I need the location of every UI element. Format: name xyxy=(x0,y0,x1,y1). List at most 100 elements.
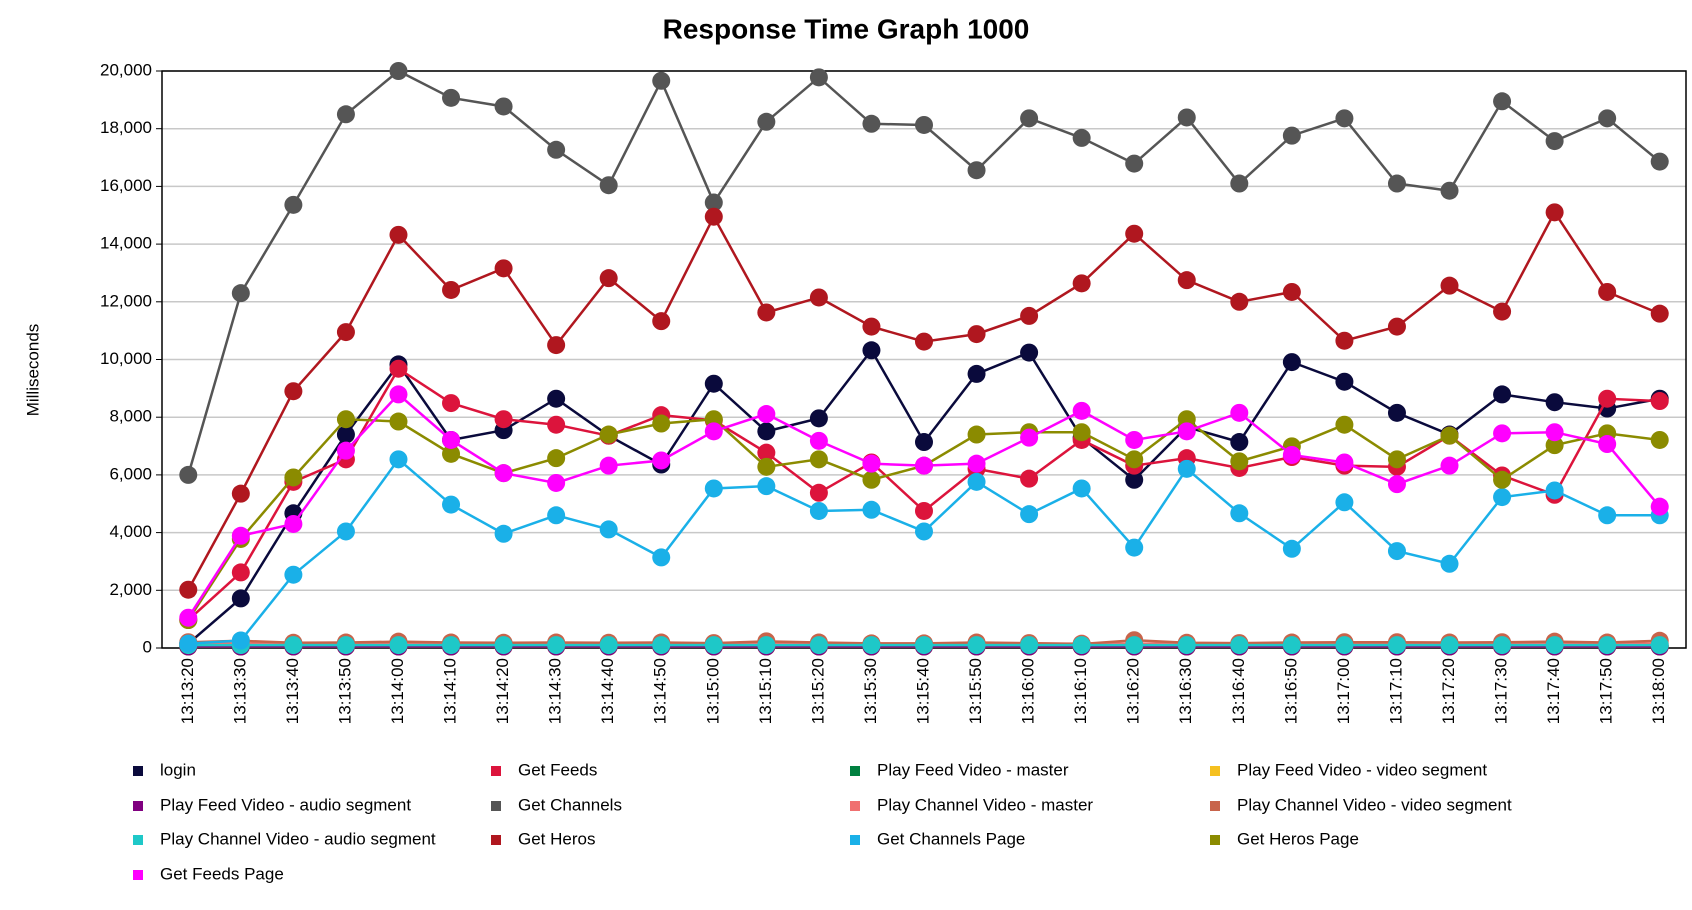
data-point xyxy=(915,522,933,541)
data-point xyxy=(547,389,566,408)
x-tick-label: 13:16:40 xyxy=(1229,658,1248,724)
data-point xyxy=(1598,636,1617,655)
data-point xyxy=(179,465,198,484)
x-tick-label: 13:14:30 xyxy=(546,658,565,724)
data-point xyxy=(1020,306,1039,325)
data-point xyxy=(1335,415,1354,434)
data-point xyxy=(1493,302,1512,321)
data-point xyxy=(652,414,671,433)
data-point xyxy=(1545,393,1564,412)
data-point xyxy=(389,359,408,378)
data-point xyxy=(1335,331,1354,350)
data-point xyxy=(1493,488,1512,507)
x-tick-label: 13:18:00 xyxy=(1649,658,1668,724)
x-tick-label: 13:15:00 xyxy=(703,658,722,724)
data-point xyxy=(1072,636,1091,655)
data-point xyxy=(599,425,618,444)
data-point xyxy=(389,450,408,469)
data-point xyxy=(1598,506,1617,525)
data-point xyxy=(1230,292,1249,311)
legend-swatch xyxy=(133,870,143,880)
data-point xyxy=(284,565,303,584)
data-point xyxy=(284,382,303,401)
data-point xyxy=(1440,456,1459,475)
data-point xyxy=(1440,426,1459,445)
x-tick-label: 13:17:50 xyxy=(1597,658,1616,724)
data-point xyxy=(442,636,461,655)
data-point xyxy=(967,325,986,344)
legend-swatch xyxy=(850,801,860,811)
data-point xyxy=(967,636,986,655)
data-point xyxy=(1650,430,1669,449)
data-point xyxy=(1335,493,1354,512)
x-tick-label: 13:17:10 xyxy=(1386,658,1405,724)
legend-swatch xyxy=(850,766,860,776)
x-tick-label: 13:14:00 xyxy=(388,658,407,724)
data-point xyxy=(757,443,776,462)
x-tick-label: 13:17:30 xyxy=(1492,658,1511,724)
data-point xyxy=(1440,276,1459,295)
data-point xyxy=(1545,423,1564,442)
data-point xyxy=(179,580,198,599)
data-point xyxy=(231,526,250,545)
data-point xyxy=(599,269,618,288)
data-point xyxy=(1387,403,1406,422)
legend-label: Play Channel Video - video segment xyxy=(1237,795,1512,814)
y-tick-label: 20,000 xyxy=(100,60,152,79)
legend-swatch xyxy=(133,766,143,776)
data-point xyxy=(1440,181,1459,200)
data-point xyxy=(442,280,461,299)
data-point xyxy=(494,636,513,655)
data-point xyxy=(1598,435,1617,454)
legend-label: Play Channel Video - master xyxy=(877,795,1093,814)
data-point xyxy=(599,636,618,655)
data-point xyxy=(967,425,986,444)
data-point xyxy=(231,484,250,503)
data-point xyxy=(284,468,303,487)
data-point xyxy=(547,336,566,355)
data-point xyxy=(1387,542,1406,561)
data-point xyxy=(1072,423,1091,442)
data-point xyxy=(1020,636,1039,655)
chart-title: Response Time Graph 1000 xyxy=(663,13,1030,44)
data-point xyxy=(389,62,408,80)
data-point xyxy=(1282,636,1301,655)
data-point xyxy=(1177,108,1196,127)
data-point xyxy=(1072,274,1091,293)
data-point xyxy=(494,524,513,543)
data-point xyxy=(915,332,933,351)
x-tick-label: 13:13:30 xyxy=(230,658,249,724)
data-point xyxy=(1387,174,1406,193)
x-tick-label: 13:13:20 xyxy=(178,658,197,724)
legend-label: Get Feeds xyxy=(518,760,597,779)
data-point xyxy=(704,479,723,498)
legend-swatch xyxy=(1210,801,1220,811)
data-point xyxy=(1282,126,1301,145)
data-point xyxy=(1125,636,1144,655)
data-point xyxy=(1387,475,1406,494)
data-point xyxy=(179,634,198,653)
data-point xyxy=(1493,470,1512,489)
data-point xyxy=(757,457,776,476)
data-point xyxy=(704,207,723,226)
x-tick-label: 13:15:50 xyxy=(966,658,985,724)
data-point xyxy=(1493,92,1512,111)
data-point xyxy=(1125,470,1144,489)
data-point xyxy=(1125,224,1144,243)
legend-label: Play Channel Video - audio segment xyxy=(160,829,436,848)
x-tick-label: 13:16:30 xyxy=(1176,658,1195,724)
data-point xyxy=(1177,459,1196,478)
x-tick-label: 13:13:40 xyxy=(283,658,302,724)
data-point xyxy=(1387,636,1406,655)
data-point xyxy=(967,454,986,473)
data-point xyxy=(1282,353,1301,372)
data-point xyxy=(389,412,408,431)
x-tick-label: 13:15:40 xyxy=(913,658,932,724)
data-point xyxy=(967,161,986,180)
data-point xyxy=(1598,389,1617,408)
data-point xyxy=(1650,392,1669,411)
data-point xyxy=(1440,636,1459,655)
data-point xyxy=(547,473,566,492)
legend-swatch xyxy=(491,766,501,776)
